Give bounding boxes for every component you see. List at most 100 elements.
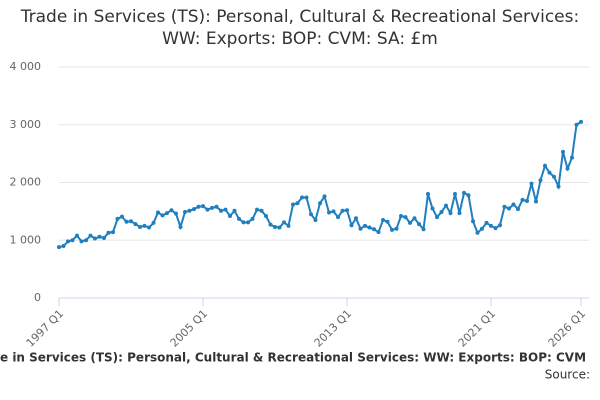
- point: [457, 211, 462, 216]
- point: [178, 224, 183, 229]
- point: [547, 170, 552, 175]
- point: [309, 212, 313, 217]
- x-tick-label: 2013 Q1: [312, 307, 355, 350]
- y-tick-label: 4 000: [10, 60, 42, 73]
- point: [381, 218, 385, 223]
- point: [322, 194, 327, 199]
- point: [471, 219, 475, 224]
- point: [349, 223, 354, 228]
- point: [57, 245, 61, 250]
- point: [462, 190, 466, 195]
- point: [403, 215, 408, 220]
- point: [174, 211, 178, 216]
- point: [165, 211, 169, 216]
- point: [430, 206, 435, 211]
- point: [160, 213, 165, 218]
- point: [97, 234, 102, 239]
- point: [394, 226, 399, 231]
- point: [367, 225, 372, 230]
- chart-title: Trade in Services (TS): Personal, Cultur…: [20, 7, 580, 49]
- point: [88, 233, 93, 238]
- point: [466, 193, 471, 198]
- point: [489, 223, 493, 228]
- point: [304, 195, 309, 200]
- point: [417, 222, 421, 227]
- point: [183, 209, 187, 214]
- y-tick-label: 0: [34, 291, 41, 304]
- point: [475, 230, 480, 235]
- point: [385, 219, 390, 224]
- point: [102, 235, 106, 240]
- point: [552, 174, 556, 179]
- point: [340, 208, 345, 213]
- point: [318, 201, 322, 206]
- point: [448, 211, 453, 216]
- point: [268, 222, 273, 227]
- point: [435, 215, 439, 220]
- point: [511, 202, 516, 207]
- point: [480, 226, 484, 231]
- point: [331, 209, 336, 214]
- point: [196, 204, 201, 209]
- line: [58, 121, 582, 249]
- point: [277, 225, 282, 230]
- point: [565, 166, 570, 171]
- point: [147, 225, 151, 230]
- point: [412, 216, 417, 221]
- point: [525, 198, 529, 203]
- point: [556, 184, 561, 189]
- x-tick-label: 2005 Q1: [168, 307, 211, 350]
- point: [75, 233, 79, 238]
- x-tick-label: 2026 Q1: [546, 307, 589, 350]
- point: [61, 244, 66, 249]
- point: [187, 208, 192, 213]
- point: [138, 224, 142, 229]
- point: [376, 230, 381, 235]
- point: [223, 207, 228, 212]
- y-tick-label: 1 000: [10, 233, 42, 246]
- point: [273, 224, 277, 229]
- point: [372, 227, 376, 232]
- footer-title: e in Services (TS): Personal, Cultural &…: [0, 351, 586, 365]
- point: [228, 213, 232, 218]
- point: [399, 213, 403, 218]
- point: [520, 197, 525, 202]
- point: [421, 227, 426, 232]
- point: [291, 202, 295, 207]
- point: [327, 210, 331, 215]
- point: [255, 207, 259, 212]
- point: [66, 239, 70, 244]
- point: [156, 210, 160, 215]
- point: [219, 208, 223, 213]
- point: [390, 227, 394, 232]
- point: [426, 192, 430, 197]
- point: [439, 209, 444, 214]
- point: [498, 223, 502, 228]
- point: [354, 216, 358, 221]
- point: [336, 215, 340, 220]
- x-tick-label: 2021 Q1: [456, 307, 499, 350]
- point: [579, 119, 583, 124]
- point: [259, 208, 264, 213]
- point: [493, 226, 498, 231]
- point: [502, 204, 507, 209]
- point: [543, 163, 547, 168]
- point: [561, 149, 565, 154]
- point: [133, 222, 138, 227]
- point: [363, 223, 367, 228]
- point: [264, 213, 268, 218]
- point: [237, 216, 241, 221]
- point: [201, 204, 205, 209]
- point: [444, 203, 448, 208]
- point: [358, 226, 363, 231]
- point: [300, 195, 304, 200]
- point: [142, 223, 147, 228]
- y-tick-label: 2 000: [10, 176, 42, 189]
- point: [507, 206, 511, 211]
- point: [214, 204, 219, 209]
- point: [210, 205, 214, 210]
- point: [205, 207, 210, 212]
- point: [151, 220, 156, 225]
- point: [106, 230, 111, 235]
- point: [124, 219, 129, 224]
